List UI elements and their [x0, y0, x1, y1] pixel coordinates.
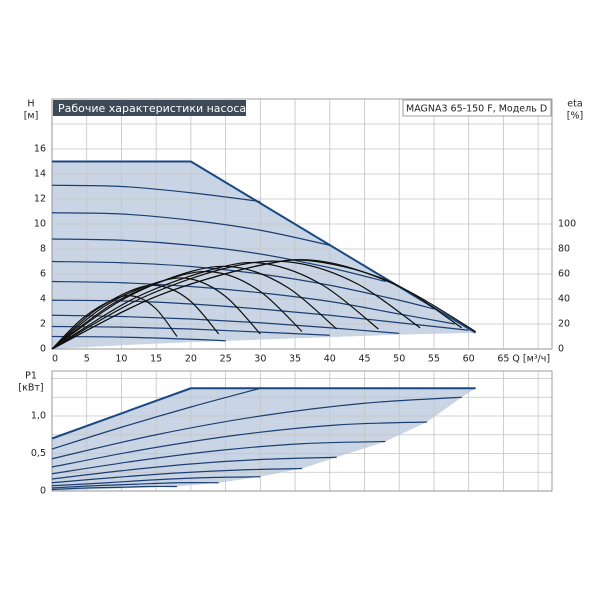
x-tick-label: 15: [150, 354, 162, 365]
performance-curve: [51, 456, 337, 480]
performance-curve: [51, 184, 261, 203]
performance-curve: [52, 160, 477, 334]
performance-curve: [51, 212, 330, 246]
y2-tick-label: 80: [558, 244, 570, 255]
y-tick-label: 0: [40, 344, 46, 355]
performance-curve: [51, 485, 178, 491]
y-tick-label: 16: [34, 144, 46, 155]
model-label: MAGNA3 65-150 F, Модель D: [406, 104, 547, 115]
performance-curve: [51, 387, 476, 440]
x-tick-label: 40: [324, 354, 336, 365]
efficiency-curve: [51, 258, 476, 350]
y-tick-label: 8: [40, 244, 46, 255]
y-tick-label: 4: [40, 294, 46, 305]
x-axis-label: Q [м³/ч]: [512, 354, 550, 365]
efficiency-curve: [51, 270, 303, 350]
y-tick-label: 10: [34, 219, 46, 230]
x-tick-label: 0: [52, 354, 58, 365]
y2-tick-label: 20: [558, 319, 570, 330]
y-axis-unit: [кВт]: [18, 383, 43, 394]
model-box: [402, 99, 552, 117]
performance-curve: [51, 482, 219, 489]
y-tick-label: 14: [34, 169, 46, 180]
efficiency-curve: [51, 260, 421, 350]
performance-curve: [51, 387, 261, 450]
chart-title: Рабочие характеристики насоса: [58, 102, 246, 115]
x-tick-label: 25: [220, 354, 232, 365]
y-tick-label: 0,5: [31, 448, 46, 459]
y-axis-label: P1: [25, 371, 37, 382]
x-tick-label: 45: [358, 354, 370, 365]
performance-curve: [51, 467, 303, 484]
y-tick-label: 12: [34, 194, 46, 205]
y-tick-label: 6: [40, 269, 46, 280]
x-tick-label: 5: [84, 354, 90, 365]
y-axis-label: H: [27, 99, 34, 110]
y2-tick-label: 40: [558, 294, 570, 305]
efficiency-curve: [51, 261, 379, 350]
performance-curve: [51, 476, 261, 487]
title-background: [53, 100, 246, 116]
y2-tick-label: 60: [558, 269, 570, 280]
y2-axis-unit: [%]: [567, 111, 583, 122]
x-tick-label: 65: [497, 354, 509, 365]
y-tick-label: 1,0: [31, 411, 46, 422]
y2-axis-label: eta: [567, 99, 582, 110]
efficiency-curve: [51, 277, 261, 350]
plot-frame: [51, 370, 553, 492]
performance-curve: [51, 280, 455, 325]
y-tick-label: 2: [40, 319, 46, 330]
performance-curve: [51, 421, 428, 468]
x-tick-label: 55: [428, 354, 440, 365]
y-axis-unit: [м]: [24, 111, 39, 122]
performance-curve: [51, 325, 330, 336]
y2-tick-label: 0: [558, 344, 564, 355]
x-tick-label: 60: [463, 354, 475, 365]
efficiency-curve: [51, 295, 178, 350]
y2-tick-label: 100: [558, 219, 576, 230]
efficiency-curve: [51, 265, 338, 350]
plot-frame: [51, 98, 553, 350]
x-tick-label: 10: [115, 354, 127, 365]
performance-curve: [51, 440, 386, 475]
performance-curve: [51, 238, 386, 283]
title-box: Рабочие характеристики насоса: [53, 100, 246, 116]
x-tick-label: 50: [393, 354, 405, 365]
performance-curve: [51, 396, 462, 460]
x-tick-label: 30: [254, 354, 266, 365]
x-tick-label: 20: [185, 354, 197, 365]
x-tick-label: 35: [289, 354, 301, 365]
envelope-area: [52, 388, 476, 491]
y-tick-label: 0: [40, 486, 46, 497]
performance-curve: [51, 335, 226, 342]
